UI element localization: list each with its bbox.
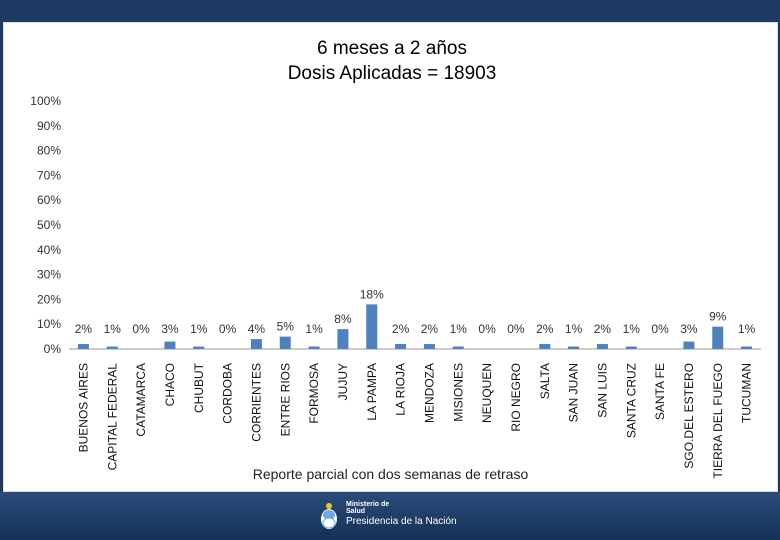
bar: [539, 344, 551, 349]
category-label: FORMOSA: [307, 363, 321, 424]
data-label: 2%: [536, 322, 554, 336]
data-label: 0%: [132, 322, 150, 336]
category-label: LA PAMPA: [365, 363, 379, 421]
bar: [250, 339, 262, 349]
category-label: CORDOBA: [221, 363, 235, 424]
bar: [279, 336, 291, 349]
data-label: 9%: [709, 310, 727, 324]
category-label: CHACO: [163, 363, 177, 406]
category-label: TUCUMAN: [740, 363, 754, 423]
category-label: CHUBUT: [192, 362, 206, 413]
data-label: 0%: [478, 322, 496, 336]
y-tick-label: 70%: [37, 168, 61, 182]
y-tick-label: 60%: [37, 193, 61, 207]
y-tick-label: 80%: [37, 144, 61, 158]
bar: [712, 326, 724, 349]
bar: [568, 346, 580, 349]
data-label: 1%: [190, 322, 208, 336]
category-label: BUENOS AIRES: [76, 363, 90, 452]
bar: [596, 344, 608, 349]
bar: [164, 341, 176, 349]
category-label: CAPITAL FEDERAL: [105, 363, 119, 471]
category-label: SAN LUIS: [595, 363, 609, 418]
bar: [625, 346, 637, 349]
bar-chart: 6 meses a 2 años Dosis Aplicadas = 18903…: [30, 38, 761, 479]
category-label: SANTA CRUZ: [624, 363, 638, 438]
bar: [366, 304, 378, 349]
data-label: 4%: [248, 322, 266, 336]
bar: [106, 346, 118, 349]
bar: [741, 346, 753, 349]
category-labels: BUENOS AIRES CAPITAL FEDERAL CATAMARCA CHAC…: [76, 362, 753, 478]
category-label: TIERRA DEL FUEGO: [711, 363, 725, 479]
bar: [193, 346, 205, 349]
bar: [77, 344, 89, 349]
footer-bar: [0, 492, 780, 540]
bar: [337, 329, 349, 349]
category-label: MISIONES: [451, 363, 465, 422]
footnote: Reporte parcial con dos semanas de retra…: [252, 466, 529, 482]
bar: [683, 341, 695, 349]
data-label: 2%: [421, 322, 439, 336]
y-tick-label: 40%: [37, 243, 61, 257]
data-label: 1%: [565, 322, 583, 336]
axes: 0% 10% 20% 30% 40% 50% 60% 70% 80% 90% 100%: [30, 94, 761, 356]
category-label: RIO NEGRO: [509, 363, 523, 432]
y-tick-label: 30%: [37, 268, 61, 282]
chart-title-line-2: Dosis Aplicadas = 18903: [288, 63, 497, 84]
data-label: 1%: [738, 322, 756, 336]
ministry-logo-text: Ministerio de Salud Presidencia de la Na…: [346, 501, 457, 527]
data-label: 2%: [392, 322, 410, 336]
data-label: 3%: [161, 322, 179, 336]
data-label: 1%: [305, 322, 323, 336]
data-label: 18%: [360, 287, 384, 301]
category-label: MENDOZA: [422, 363, 436, 423]
y-tick-label: 100%: [30, 94, 61, 108]
chart-panel: 6 meses a 2 años Dosis Aplicadas = 18903…: [3, 22, 778, 492]
data-labels: 2% 1% 0% 3% 1% 0% 4% 5% 1% 8% 18% 2% 2% 1% 0% 0% 2% 1% 2% 1…: [75, 287, 756, 336]
data-label: 2%: [594, 322, 612, 336]
data-label: 2%: [75, 322, 93, 336]
bars: [77, 304, 753, 349]
bar: [452, 346, 464, 349]
data-label: 1%: [450, 322, 468, 336]
category-label: JUJUY: [336, 363, 350, 400]
data-label: 1%: [623, 322, 641, 336]
category-label: CATAMARCA: [134, 363, 148, 437]
category-label: LA RIOJA: [394, 363, 408, 416]
y-tick-label: 20%: [37, 292, 61, 306]
category-label: SAN JUAN: [567, 363, 581, 422]
category-label: CORRIENTES: [249, 363, 263, 442]
ministry-line-1: Ministerio de: [346, 501, 390, 508]
category-label: SGO.DEL ESTERO: [682, 363, 696, 469]
data-label: 0%: [651, 322, 669, 336]
argentina-crest-icon: [321, 503, 337, 529]
bar: [308, 346, 320, 349]
ministry-line-2: Salud: [346, 508, 366, 516]
y-tick-label: 0%: [44, 342, 62, 356]
data-label: 8%: [334, 312, 352, 326]
category-label: NEUQUEN: [480, 363, 494, 423]
y-tick-label: 90%: [37, 119, 61, 133]
presidency-line: Presidencia de la Nación: [346, 515, 457, 527]
y-tick-label: 10%: [37, 317, 61, 331]
category-label: SALTA: [538, 363, 552, 399]
bar: [423, 344, 435, 349]
data-label: 1%: [104, 322, 122, 336]
bar: [395, 344, 407, 349]
data-label: 3%: [680, 322, 698, 336]
data-label: 5%: [277, 320, 295, 334]
data-label: 0%: [219, 322, 237, 336]
category-label: ENTRE RIOS: [278, 363, 292, 436]
chart-title-line-1: 6 meses a 2 años: [317, 38, 467, 59]
data-label: 0%: [507, 322, 525, 336]
category-label: SANTA FE: [653, 363, 667, 420]
y-tick-label: 50%: [37, 218, 61, 232]
